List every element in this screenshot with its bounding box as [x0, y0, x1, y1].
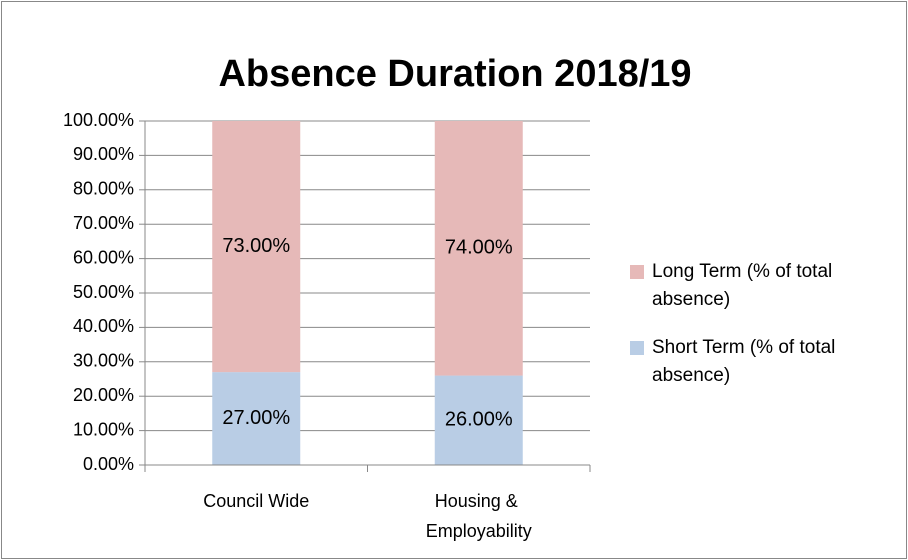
x-tick-label: Housing & Employability — [426, 491, 532, 541]
y-tick-label: 90.00% — [73, 144, 134, 164]
legend-label: Long Term (% of total absence) — [652, 261, 838, 310]
data-label: 26.00% — [445, 409, 513, 431]
y-tick-label: 30.00% — [73, 351, 134, 371]
y-tick-label: 40.00% — [73, 316, 134, 336]
bar-segment — [434, 375, 523, 465]
data-label: 27.00% — [222, 407, 290, 429]
y-tick-label: 50.00% — [73, 282, 134, 302]
y-tick-label: 60.00% — [73, 247, 134, 267]
y-tick-label: 80.00% — [73, 179, 134, 199]
data-label: 74.00% — [445, 237, 513, 259]
y-tick-label: 10.00% — [73, 419, 134, 439]
chart-title: Absence Duration 2018/19 — [218, 53, 691, 95]
legend-label: Short Term (% of total absence) — [652, 337, 841, 386]
y-tick-label: 20.00% — [73, 385, 134, 405]
y-tick-label: 70.00% — [73, 213, 134, 233]
y-tick-label: 0.00% — [83, 454, 134, 474]
legend-swatch — [630, 265, 644, 279]
legend-swatch — [630, 341, 644, 355]
x-tick-label: Council Wide — [203, 491, 309, 511]
bar-segment — [212, 121, 301, 373]
y-tick-label: 100.00% — [63, 110, 134, 130]
data-label: 73.00% — [222, 235, 290, 257]
bar-segment — [212, 372, 301, 465]
bar-segment — [434, 121, 523, 376]
